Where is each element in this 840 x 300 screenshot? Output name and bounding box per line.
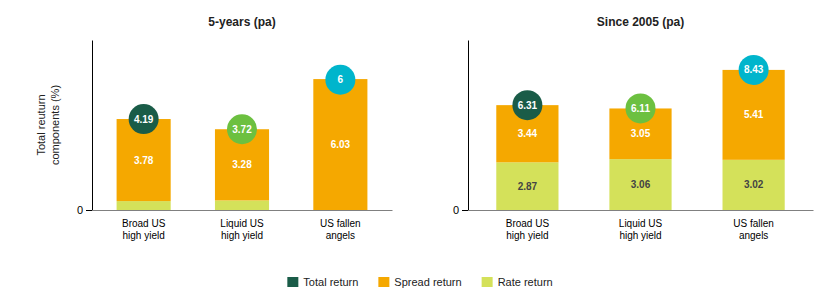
plot-area xyxy=(496,55,784,210)
data-label: 2.87 xyxy=(518,181,538,192)
y-tick-mark xyxy=(462,210,468,211)
total-bubble xyxy=(227,114,257,144)
total-bubble xyxy=(512,90,542,120)
data-label: 8.43 xyxy=(744,64,764,75)
x-tick: US fallenangels xyxy=(733,210,774,241)
y-tick-label: 0 xyxy=(77,204,83,216)
legend-swatch xyxy=(482,277,493,287)
bar-segment xyxy=(117,201,171,210)
legend-item: Total return xyxy=(287,276,358,288)
bar-segment xyxy=(496,162,558,210)
title: 5-years (pa) xyxy=(208,15,275,29)
bar-segment xyxy=(215,200,269,210)
x-tick-label: US fallenangels xyxy=(320,218,361,241)
legend-label: Spread return xyxy=(394,276,461,288)
data-label: 3.02 xyxy=(744,179,764,190)
x-tick: US fallenangels xyxy=(320,210,361,241)
total-bubble xyxy=(739,55,769,85)
data-label: 3.05 xyxy=(631,128,651,139)
bar-segment xyxy=(313,79,367,210)
x-tick: Liquid UShigh yield xyxy=(220,210,264,241)
legend-swatch xyxy=(287,277,298,287)
data-labels: 2.87 3.06 3.02 3.44 3.05 5.41 6.31 6.11 8.43 xyxy=(518,64,764,191)
data-label: 6.31 xyxy=(518,100,538,111)
y-axis-title: Total reuturncomponents (%) xyxy=(35,85,60,165)
x-tick-label: Liquid UShigh yield xyxy=(619,218,663,241)
data-label: 4.19 xyxy=(134,114,154,125)
y-tick: 0 xyxy=(453,204,468,216)
x-tick: Broad UShigh yield xyxy=(122,210,166,241)
y-axis-line xyxy=(468,41,469,211)
x-axis: Broad UShigh yield Liquid UShigh yield US … xyxy=(469,210,814,241)
legend-item: Rate return xyxy=(482,276,553,288)
x-tick-label: Broad UShigh yield xyxy=(506,218,550,241)
y-tick-mark xyxy=(86,210,92,211)
data-label: 5.41 xyxy=(744,109,764,120)
panel: 0 2.87 3.06 3.02 3.44 3.05 5.41 6.31 6.11 8.43 Bro… xyxy=(453,15,814,241)
data-labels: 3.78 3.28 6.03 4.19 3.72 6 xyxy=(134,74,351,170)
plot-area xyxy=(117,65,368,210)
title: Since 2005 (pa) xyxy=(597,15,684,29)
y-axis: 0 xyxy=(77,41,93,217)
x-tick: Liquid UShigh yield xyxy=(619,210,663,241)
total-bubble xyxy=(325,65,355,95)
total-bubble xyxy=(626,93,656,123)
data-label: 3.44 xyxy=(518,128,538,139)
panel: 0 3.78 3.28 6.03 4.19 3.72 6 Broad UShigh yield… xyxy=(35,15,392,241)
data-label: 3.28 xyxy=(232,159,252,170)
legend: Total return Spread return Rate return xyxy=(287,276,552,288)
bar-segment xyxy=(609,159,671,210)
legend-item: Spread return xyxy=(378,276,461,288)
chart: 0 3.78 3.28 6.03 4.19 3.72 6 Broad UShigh yield… xyxy=(0,0,840,300)
data-label: 3.72 xyxy=(232,124,252,135)
x-tick-label: Broad UShigh yield xyxy=(122,218,166,241)
x-axis-line xyxy=(469,210,814,211)
x-tick-label: US fallenangels xyxy=(733,218,774,241)
y-tick-label: 0 xyxy=(453,204,459,216)
legend-label: Total return xyxy=(303,276,358,288)
legend-label: Rate return xyxy=(498,276,553,288)
x-tick: Broad UShigh yield xyxy=(506,210,550,241)
data-label: 3.78 xyxy=(134,155,154,166)
y-tick: 0 xyxy=(77,204,92,216)
data-label: 6 xyxy=(338,74,344,85)
x-tick-label: Liquid UShigh yield xyxy=(220,218,264,241)
total-bubble xyxy=(129,104,159,134)
y-axis: 0 xyxy=(453,41,469,217)
x-axis: Broad UShigh yield Liquid UShigh yield US … xyxy=(93,210,393,241)
data-label: 6.11 xyxy=(631,103,650,114)
legend-swatch xyxy=(378,277,389,287)
bar-segment xyxy=(723,160,785,210)
data-label: 6.03 xyxy=(331,139,351,150)
x-axis-line xyxy=(93,210,393,211)
y-axis-line xyxy=(92,41,93,211)
data-label: 3.06 xyxy=(631,179,651,190)
